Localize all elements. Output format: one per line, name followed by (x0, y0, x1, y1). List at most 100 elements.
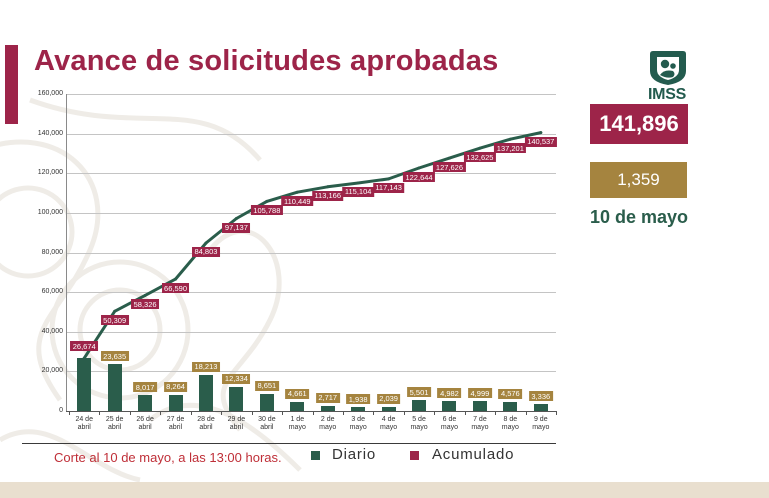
data-label-diario: 5,501 (407, 387, 431, 398)
y-tick-label: 160,000 (37, 90, 63, 97)
x-tick-mark (434, 411, 435, 415)
page-title: Avance de solicitudes aprobadas (34, 45, 499, 77)
x-tick-mark (526, 411, 527, 415)
y-tick-label: 0 (59, 407, 63, 414)
bar-diario (533, 404, 548, 411)
data-point-acumulado (356, 181, 360, 185)
gridline (66, 173, 556, 174)
x-tick-mark (556, 411, 557, 415)
data-label-diario: 23,635 (100, 351, 129, 362)
x-tick-label: 1 de mayo (288, 416, 306, 431)
y-tick-label: 140,000 (37, 130, 63, 137)
data-label-diario: 12,334 (222, 373, 251, 384)
data-label-acumulado: 137,201 (494, 143, 527, 154)
data-label-acumulado: 105,788 (250, 205, 283, 216)
y-tick-label: 120,000 (37, 169, 63, 176)
data-label-diario: 4,982 (437, 388, 462, 399)
report-date: 10 de mayo (589, 207, 689, 227)
bar-diario (138, 395, 153, 411)
data-label-diario: 8,264 (163, 381, 188, 392)
bar-diario (351, 407, 366, 411)
y-tick-label: 80,000 (41, 249, 63, 256)
data-label-diario: 2,039 (376, 393, 401, 404)
x-tick-mark (99, 411, 100, 415)
gridline (66, 332, 556, 333)
data-point-acumulado (234, 217, 238, 220)
x-tick-mark (191, 411, 192, 415)
y-tick-label: 40,000 (41, 328, 63, 335)
data-label-acumulado: 97,137 (222, 222, 251, 233)
data-label-acumulado: 115,104 (342, 186, 374, 197)
gridline (66, 213, 556, 214)
x-tick-label: 28 de abril (197, 416, 215, 431)
data-label-acumulado: 58,326 (131, 299, 160, 310)
data-point-acumulado (143, 293, 147, 297)
bar-diario (320, 405, 335, 411)
data-label-acumulado: 113,166 (311, 190, 344, 201)
data-point-acumulado (204, 241, 208, 245)
bar-diario (259, 393, 274, 411)
data-label-acumulado: 84,803 (191, 246, 220, 257)
bar-diario (77, 358, 92, 411)
x-tick-mark (160, 411, 161, 415)
data-point-acumulado (478, 146, 482, 150)
data-point-acumulado (417, 166, 421, 170)
logo-wordmark: IMSS (648, 86, 686, 103)
x-tick-mark (404, 411, 405, 415)
data-label-acumulado: 26,674 (70, 341, 99, 352)
x-tick-label: 30 de abril (258, 416, 276, 431)
y-tick-label: 20,000 (41, 367, 63, 374)
data-point-acumulado (387, 177, 391, 181)
legend-label-acumulado: Acumulado (432, 446, 515, 463)
x-tick-mark (221, 411, 222, 415)
data-label-acumulado: 132,625 (463, 152, 496, 163)
y-tick-label: 100,000 (37, 209, 63, 216)
x-tick-label: 2 de mayo (319, 416, 337, 431)
x-tick-label: 26 de abril (136, 416, 154, 431)
data-label-acumulado: 110,449 (281, 196, 314, 207)
data-label-acumulado: 140,537 (524, 136, 557, 147)
data-point-acumulado (326, 185, 330, 189)
daily-count-badge: 1,359 (590, 162, 687, 198)
data-point-acumulado (113, 309, 117, 313)
gridline (66, 253, 556, 254)
x-tick-label: 5 de mayo (410, 416, 428, 431)
gridline (66, 94, 556, 95)
x-tick-mark (313, 411, 314, 415)
data-point-acumulado (448, 156, 451, 160)
imss-logo: IMSS (643, 48, 691, 104)
x-tick-label: 25 de abril (105, 416, 124, 431)
x-tick-mark (252, 411, 253, 415)
bar-diario (503, 401, 518, 411)
data-label-diario: 4,661 (285, 388, 310, 399)
x-tick-mark (69, 411, 70, 415)
data-label-diario: 4,999 (468, 388, 492, 399)
x-tick-label: 9 de mayo (532, 416, 550, 431)
data-label-diario: 8,651 (254, 380, 279, 391)
data-label-acumulado: 66,590 (161, 283, 190, 294)
gridline (66, 134, 556, 135)
cutoff-footnote: Corte al 10 de mayo, a las 13:00 horas. (54, 450, 282, 465)
x-tick-label: 29 de abril (227, 416, 246, 431)
data-label-acumulado: 50,309 (100, 315, 129, 326)
legend-label-diario: Diario (332, 446, 376, 463)
data-point-acumulado (82, 356, 86, 360)
bottom-band (0, 482, 769, 498)
x-tick-label: 27 de abril (166, 416, 185, 431)
series-line-acumulado (82, 131, 543, 360)
data-label-acumulado: 127,626 (433, 162, 466, 173)
chart-legend: Diario Acumulado (300, 444, 540, 468)
title-accent-bar (5, 45, 18, 124)
bar-diario (381, 406, 396, 411)
data-label-diario: 8,017 (133, 382, 157, 393)
x-tick-label: 24 de abril (75, 416, 93, 431)
bar-diario (229, 386, 244, 411)
x-tick-label: 4 de mayo (380, 416, 398, 431)
data-label-diario: 3,336 (528, 391, 553, 402)
bar-diario (442, 401, 457, 411)
x-tick-mark (373, 411, 374, 415)
gridline (66, 292, 556, 293)
y-axis-line (66, 94, 67, 411)
x-tick-mark (282, 411, 283, 415)
x-tick-label: 7 de mayo (471, 416, 489, 431)
